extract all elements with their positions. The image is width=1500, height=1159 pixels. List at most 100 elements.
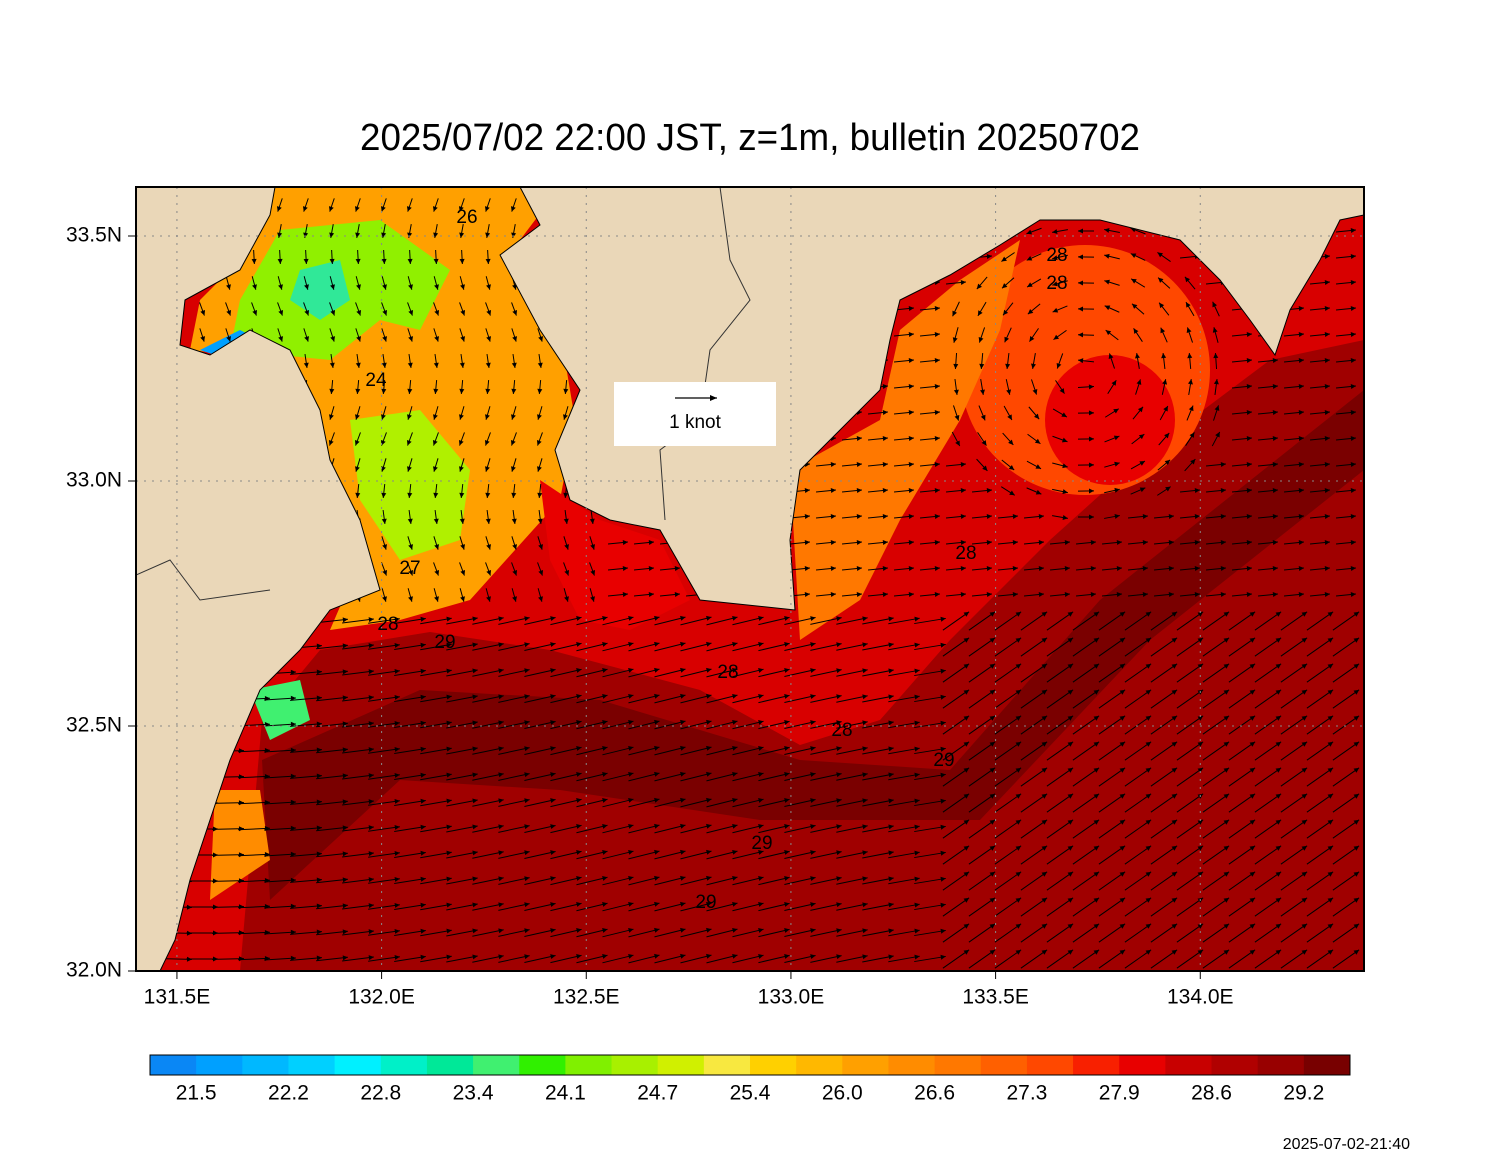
vector-head	[290, 799, 296, 805]
contour-label: 29	[933, 750, 954, 771]
vector-head	[602, 719, 608, 725]
vector-head	[524, 642, 530, 648]
vector-head	[1145, 845, 1152, 851]
vector	[758, 824, 790, 834]
vector-head	[784, 876, 790, 881]
vector	[784, 902, 816, 912]
vector	[654, 642, 686, 652]
vector-head	[1324, 436, 1330, 441]
vector-head	[524, 694, 530, 700]
colorbar-swatch	[611, 1055, 659, 1075]
vector-head	[1015, 767, 1022, 773]
vector-head	[862, 876, 868, 882]
vector-head	[420, 928, 426, 934]
vector-head	[1353, 741, 1360, 747]
vector	[1124, 611, 1152, 631]
vector-head	[1145, 871, 1152, 877]
vector-head	[1119, 871, 1126, 877]
vector	[602, 902, 634, 912]
vector-head	[1002, 283, 1008, 289]
vector	[290, 879, 322, 883]
vector	[290, 697, 322, 701]
vector-head	[434, 569, 440, 576]
vector	[290, 931, 322, 935]
vector-head	[290, 669, 296, 675]
vector-head	[1026, 255, 1033, 261]
vector	[237, 775, 271, 779]
vector-head	[316, 643, 322, 649]
legend-box	[614, 382, 776, 446]
vector-head	[226, 310, 232, 316]
vector-head	[290, 851, 296, 857]
vector-head	[1093, 715, 1100, 721]
vector-head	[407, 414, 412, 420]
vector-head	[602, 693, 608, 699]
vector	[264, 749, 296, 753]
vector-head	[1114, 487, 1120, 493]
vector-head	[836, 954, 842, 960]
vector	[1124, 767, 1152, 787]
vector-head	[381, 518, 387, 524]
vector-head	[1088, 436, 1094, 442]
vector-head	[316, 669, 322, 675]
vector-head	[680, 875, 686, 881]
vector-head	[290, 955, 296, 961]
vector-head	[1353, 871, 1360, 877]
vector-head	[512, 284, 517, 290]
vector-head	[963, 611, 970, 617]
vector	[498, 799, 530, 807]
vector	[1280, 897, 1308, 917]
vector	[994, 611, 1022, 631]
vector-head	[1052, 281, 1058, 287]
vector	[316, 670, 348, 676]
vector	[368, 852, 400, 858]
vector	[1020, 715, 1048, 735]
vector-head	[524, 668, 530, 674]
vector-head	[1142, 540, 1148, 545]
x-tick-label: 133.0E	[758, 986, 825, 1009]
vector-head	[1171, 689, 1178, 695]
vector-head	[1052, 307, 1059, 313]
vector-head	[486, 596, 491, 602]
vector-head	[407, 388, 413, 394]
vector-head	[524, 720, 530, 726]
vector-head	[1056, 362, 1062, 369]
vector	[1150, 871, 1178, 891]
vector-head	[382, 569, 388, 576]
vector-head	[485, 362, 491, 368]
vector-head	[1275, 637, 1282, 643]
vector-head	[706, 927, 712, 933]
vector	[211, 958, 245, 960]
vector-head	[498, 720, 504, 726]
vector-head	[1350, 488, 1356, 493]
vector	[654, 746, 686, 756]
vector	[706, 772, 738, 782]
vector	[784, 746, 816, 756]
vector-head	[511, 414, 516, 420]
vector-head	[1324, 488, 1330, 493]
vector	[1150, 845, 1178, 865]
vector-head	[856, 514, 862, 519]
vector-head	[368, 617, 374, 623]
vector-head	[1223, 715, 1230, 721]
vector-head	[381, 414, 386, 420]
vector-head	[680, 849, 686, 855]
vector-head	[226, 336, 231, 342]
vector-head	[602, 953, 608, 959]
vector-head	[1184, 276, 1191, 283]
vector-head	[1119, 689, 1126, 695]
vector-head	[963, 637, 970, 643]
vector-head	[680, 927, 686, 933]
vector	[498, 721, 530, 729]
vector-head	[394, 642, 400, 648]
vector-head	[628, 641, 634, 647]
vector	[654, 694, 686, 704]
vector	[316, 774, 348, 780]
vector-head	[622, 592, 628, 597]
vector-head	[989, 897, 996, 903]
vector	[1280, 793, 1308, 813]
contour-label: 24	[365, 370, 387, 391]
colorbar-label: 27.9	[1099, 1082, 1140, 1105]
vector-head	[1171, 611, 1178, 617]
